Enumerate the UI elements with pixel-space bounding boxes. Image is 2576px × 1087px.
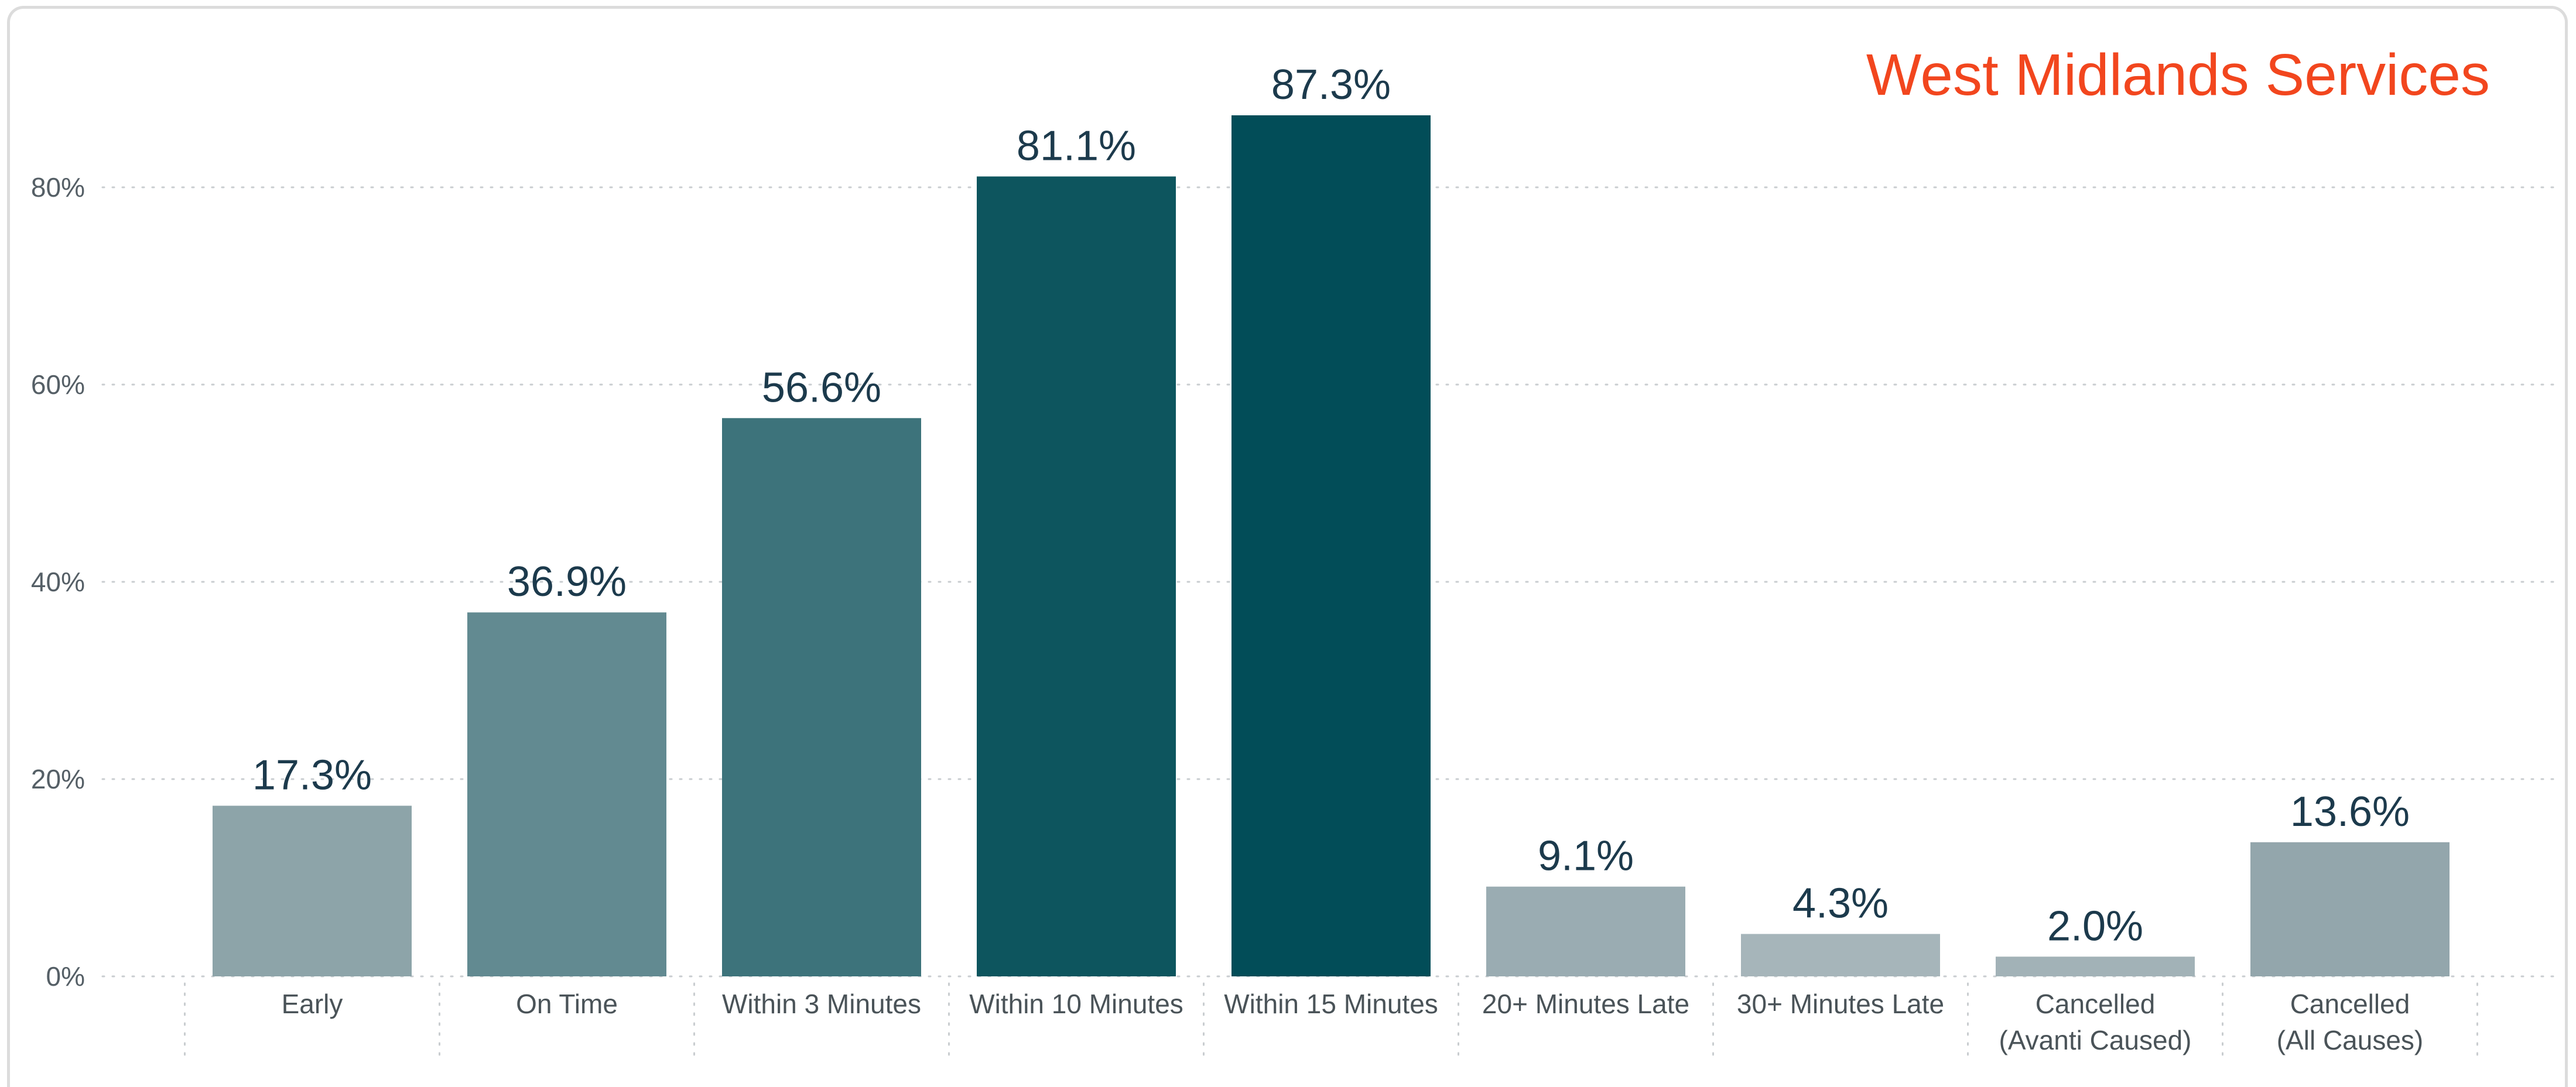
value-label: 2.0% — [2047, 903, 2143, 949]
value-label: 87.3% — [1271, 61, 1391, 108]
value-label: 17.3% — [252, 752, 372, 798]
value-label: 4.3% — [1792, 880, 1889, 927]
bar — [1231, 115, 1431, 976]
category-label: Within 15 Minutes — [1224, 989, 1438, 1019]
value-label: 56.6% — [762, 364, 881, 411]
value-label: 36.9% — [507, 558, 627, 605]
category-label: Cancelled — [2036, 989, 2156, 1019]
value-label: 9.1% — [1538, 833, 1634, 880]
category-label: (All Causes) — [2277, 1025, 2424, 1055]
category-label: Cancelled — [2290, 989, 2410, 1019]
bar — [1486, 886, 1685, 976]
value-label: 13.6% — [2290, 788, 2410, 835]
y-tick-label: 80% — [31, 172, 85, 203]
labels: 0% 20% 40% 60% 80% 17.3% Early 36.9% On Time 56.6… — [31, 61, 2423, 1055]
category-label: Within 3 Minutes — [722, 989, 921, 1019]
value-label: 81.1% — [1017, 122, 1136, 169]
y-tick-label: 20% — [31, 764, 85, 794]
category-label: (Avanti Caused) — [1999, 1025, 2192, 1055]
chart-title: West Midlands Services — [1866, 42, 2490, 108]
category-label: Within 10 Minutes — [969, 989, 1183, 1019]
category-label: On Time — [516, 989, 618, 1019]
y-tick-label: 60% — [31, 369, 85, 400]
y-tick-label: 0% — [46, 961, 85, 992]
y-tick-label: 40% — [31, 567, 85, 597]
bar — [1996, 956, 2195, 976]
bar — [722, 418, 921, 976]
bar — [977, 176, 1176, 977]
category-label: 20+ Minutes Late — [1482, 989, 1689, 1019]
bars — [213, 115, 2450, 977]
bar — [1741, 934, 1940, 976]
category-label: 30+ Minutes Late — [1737, 989, 1944, 1019]
bar — [467, 612, 666, 976]
bar — [2250, 842, 2450, 976]
category-label: Early — [282, 989, 343, 1019]
bar — [213, 805, 412, 976]
